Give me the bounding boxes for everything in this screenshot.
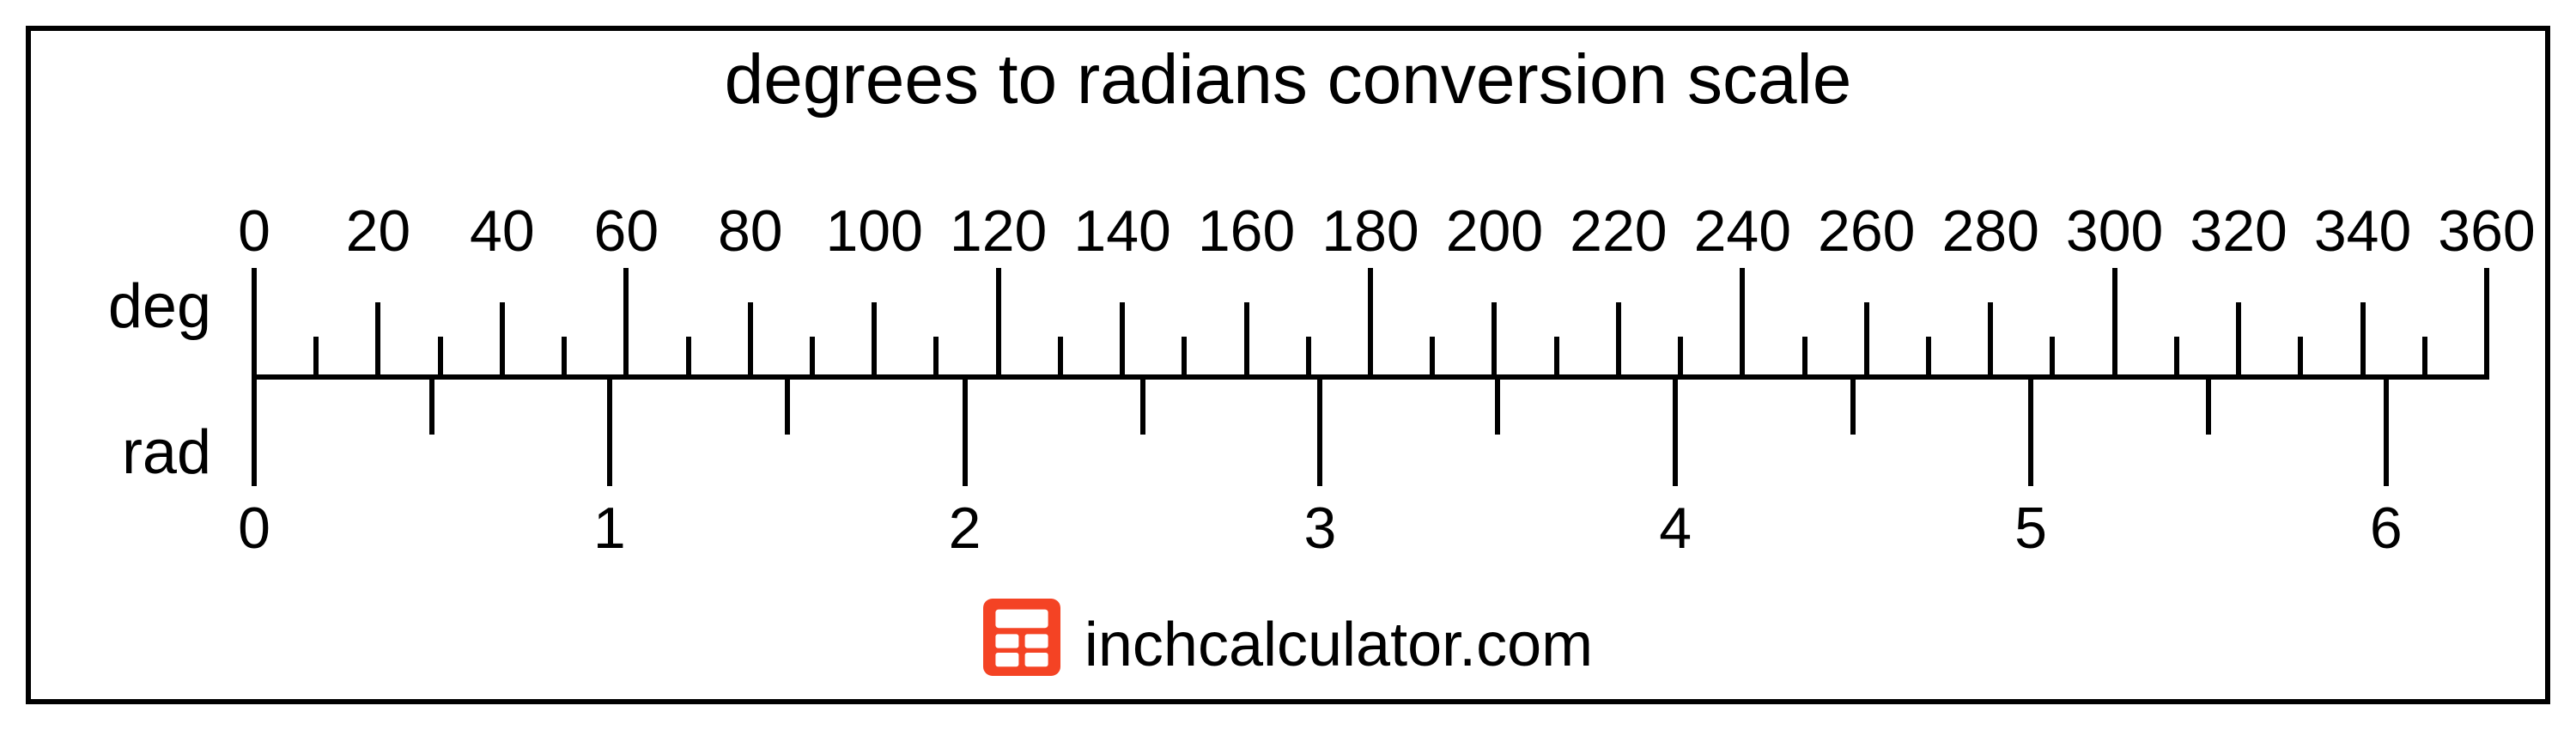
deg-tick-label: 340 <box>2314 198 2411 265</box>
rad-tick <box>252 374 257 486</box>
deg-tick <box>2484 268 2489 380</box>
deg-tick-label: 40 <box>470 198 535 265</box>
rad-tick <box>1673 374 1678 486</box>
deg-tick <box>1740 268 1745 380</box>
deg-tick-label: 260 <box>1818 198 1915 265</box>
deg-tick <box>748 302 753 380</box>
rad-tick <box>1850 374 1856 435</box>
deg-tick <box>2236 302 2241 380</box>
deg-tick <box>1554 337 1559 380</box>
deg-tick <box>1492 302 1497 380</box>
deg-tick <box>872 302 877 380</box>
rad-tick <box>429 374 434 435</box>
rad-tick-label: 2 <box>949 495 981 562</box>
radians-unit-label: rad <box>31 417 211 488</box>
deg-tick <box>2050 337 2055 380</box>
deg-tick <box>623 268 629 380</box>
deg-tick <box>686 337 691 380</box>
deg-tick <box>1120 302 1125 380</box>
deg-tick <box>996 268 1001 380</box>
degrees-unit-label: deg <box>31 271 211 342</box>
rad-tick-label: 4 <box>1659 495 1692 562</box>
deg-tick-label: 200 <box>1446 198 1543 265</box>
rad-tick <box>607 374 612 486</box>
rad-tick <box>785 374 790 435</box>
deg-tick <box>810 337 815 380</box>
deg-tick-label: 240 <box>1694 198 1791 265</box>
deg-tick-label: 100 <box>825 198 922 265</box>
deg-tick <box>1926 337 1931 380</box>
deg-tick <box>562 337 567 380</box>
deg-tick-label: 300 <box>2066 198 2163 265</box>
deg-tick-label: 140 <box>1073 198 1170 265</box>
rad-tick <box>2384 374 2389 486</box>
diagram-frame: degrees to radians conversion scale deg … <box>26 26 2550 704</box>
footer: inchcalculator.com <box>31 599 2545 690</box>
deg-tick <box>2298 337 2303 380</box>
deg-tick-label: 280 <box>1941 198 2038 265</box>
deg-tick <box>252 268 257 380</box>
rad-tick-label: 6 <box>2370 495 2403 562</box>
deg-tick-label: 180 <box>1321 198 1419 265</box>
deg-tick <box>933 337 939 380</box>
deg-tick <box>1430 337 1435 380</box>
deg-tick <box>1368 268 1373 380</box>
deg-tick <box>2174 337 2179 380</box>
title-text: degrees to radians conversion scale <box>725 40 1852 119</box>
rad-tick <box>2206 374 2211 435</box>
deg-tick <box>500 302 505 380</box>
rad-tick <box>1495 374 1500 435</box>
deg-tick <box>375 302 380 380</box>
deg-tick <box>438 337 443 380</box>
footer-text: inchcalculator.com <box>1084 610 1593 680</box>
deg-tick <box>1616 302 1621 380</box>
rad-tick-label: 3 <box>1303 495 1336 562</box>
calculator-icon <box>983 599 1060 690</box>
rad-tick <box>1317 374 1322 486</box>
deg-tick-label: 160 <box>1198 198 1295 265</box>
deg-tick <box>2112 268 2117 380</box>
deg-tick-label: 320 <box>2190 198 2287 265</box>
deg-tick-label: 360 <box>2438 198 2535 265</box>
deg-tick <box>2360 302 2366 380</box>
deg-tick <box>2422 337 2427 380</box>
title: degrees to radians conversion scale <box>31 40 2545 120</box>
deg-tick <box>1306 337 1311 380</box>
deg-tick <box>1864 302 1869 380</box>
deg-tick-label: 60 <box>594 198 659 265</box>
deg-tick-label: 220 <box>1570 198 1667 265</box>
deg-tick <box>1182 337 1187 380</box>
deg-tick-label: 120 <box>950 198 1047 265</box>
rad-tick <box>963 374 968 486</box>
deg-tick-label: 0 <box>238 198 270 265</box>
rad-tick-label: 1 <box>593 495 626 562</box>
deg-tick <box>1802 337 1807 380</box>
deg-tick <box>1678 337 1683 380</box>
deg-tick <box>313 337 319 380</box>
rad-tick-label: 0 <box>238 495 270 562</box>
rad-tick <box>1140 374 1145 435</box>
deg-tick <box>1244 302 1249 380</box>
deg-tick-label: 20 <box>346 198 411 265</box>
rad-tick-label: 5 <box>2014 495 2047 562</box>
rad-tick <box>2028 374 2033 486</box>
deg-tick <box>1988 302 1993 380</box>
deg-tick-label: 80 <box>718 198 783 265</box>
deg-tick <box>1058 337 1063 380</box>
